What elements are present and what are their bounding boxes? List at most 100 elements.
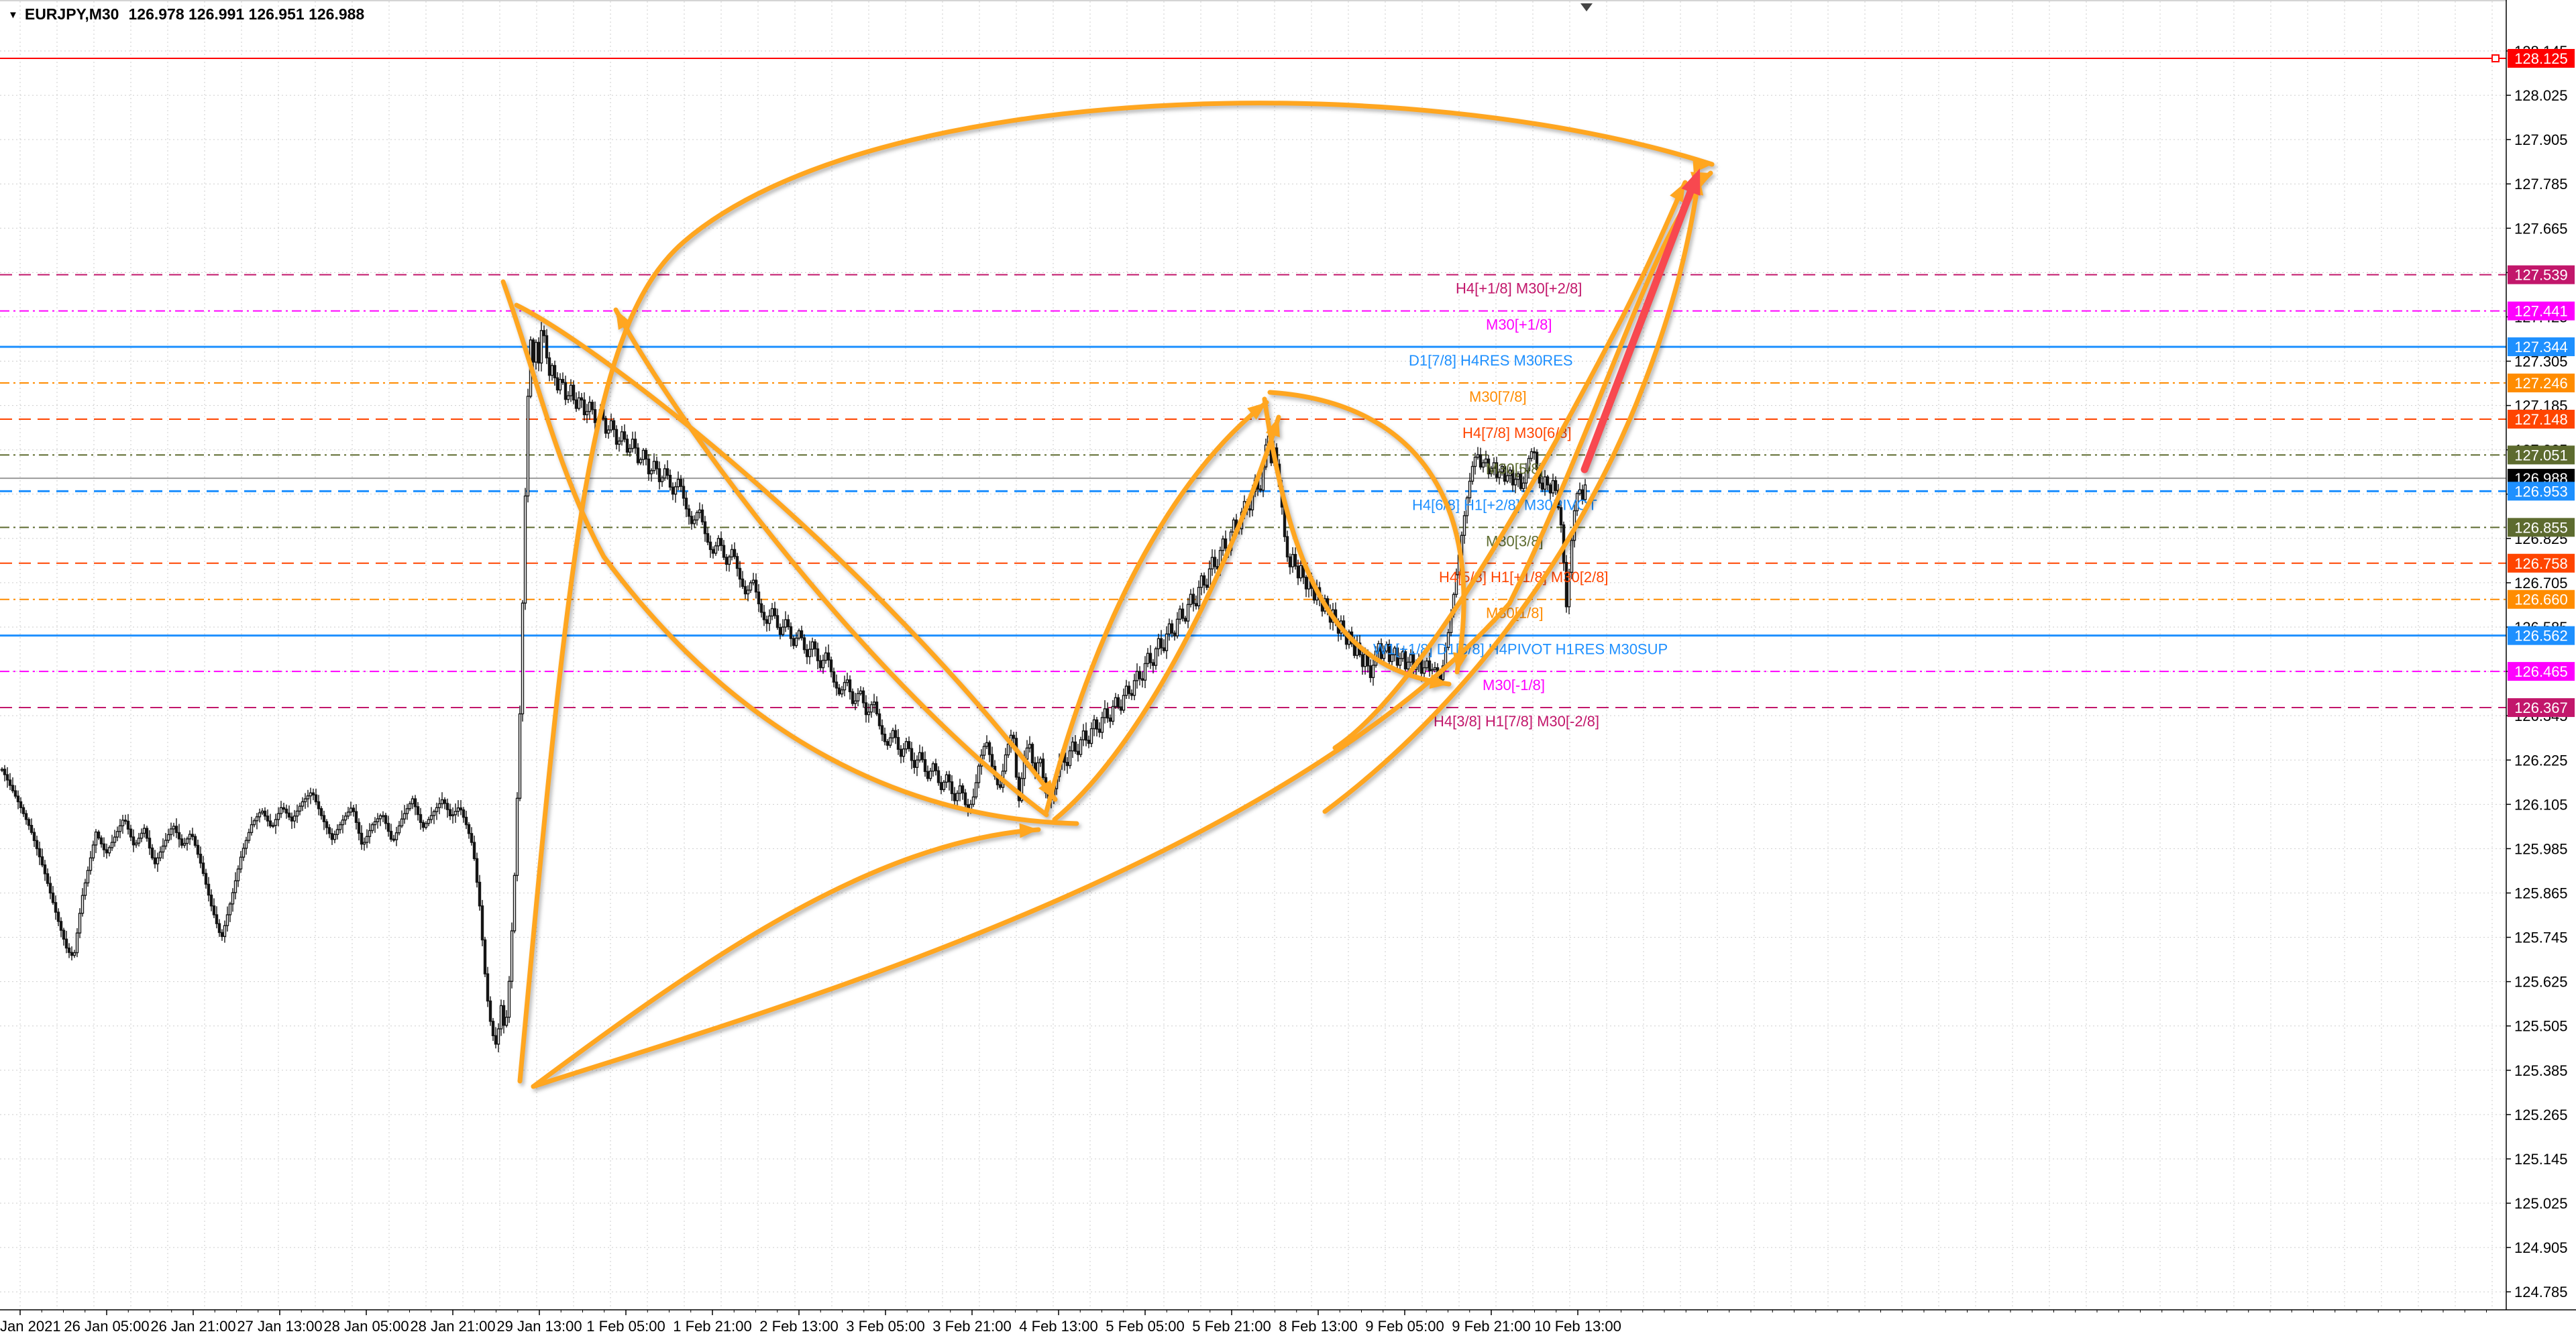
leaf2-upper-arc[interactable] bbox=[514, 302, 1058, 802]
candle-body bbox=[1181, 608, 1185, 619]
candle-body bbox=[813, 641, 817, 650]
candle-body bbox=[550, 365, 554, 376]
candle-body bbox=[1095, 719, 1099, 730]
level-label: D1[7/8] H4RES M30RES bbox=[1409, 352, 1573, 369]
candle-body bbox=[247, 832, 251, 841]
candle-body bbox=[894, 730, 898, 738]
leaf5-lower-arc[interactable] bbox=[1322, 173, 1702, 814]
candle-body bbox=[639, 459, 643, 463]
price-badge-bg bbox=[2508, 49, 2575, 68]
price-badge-label: 126.953 bbox=[2514, 483, 2568, 500]
candle-body bbox=[569, 384, 573, 396]
leaf4-upper-arc[interactable] bbox=[1267, 390, 1466, 675]
candle-body bbox=[942, 781, 946, 791]
candle-body bbox=[840, 689, 844, 695]
candle-body bbox=[54, 902, 58, 913]
candle-body bbox=[467, 824, 471, 834]
candle-body bbox=[140, 832, 144, 839]
price-tick-label: 125.985 bbox=[2514, 840, 2568, 857]
price-badge-label: 126.367 bbox=[2514, 700, 2568, 716]
candle-body bbox=[716, 538, 720, 547]
level-handle[interactable] bbox=[2491, 54, 2500, 62]
arrow-head-icon bbox=[1453, 652, 1468, 672]
candle-body bbox=[1087, 739, 1091, 744]
leaf2-return-arc[interactable] bbox=[613, 307, 1049, 818]
candle-body bbox=[177, 832, 181, 840]
price-tick-label: 125.745 bbox=[2514, 930, 2568, 946]
candle-body bbox=[405, 808, 409, 814]
candle-body bbox=[209, 894, 213, 907]
candle-body bbox=[1224, 538, 1228, 549]
candle-body bbox=[521, 602, 525, 715]
candle-body bbox=[985, 742, 989, 747]
leaf2-lower-arc[interactable] bbox=[500, 279, 1079, 826]
candle-body bbox=[1030, 744, 1034, 764]
candle-body bbox=[107, 847, 111, 854]
candle-body bbox=[859, 690, 863, 694]
candle-body bbox=[1497, 471, 1501, 478]
candle-body bbox=[1446, 632, 1450, 649]
candle-body bbox=[644, 449, 648, 460]
overlay-drawings[interactable] bbox=[500, 101, 1715, 1089]
candle-body bbox=[907, 741, 911, 749]
candle-body bbox=[134, 842, 138, 846]
candle-body bbox=[32, 832, 36, 841]
candle-body bbox=[416, 806, 420, 816]
candle-body bbox=[496, 1028, 500, 1045]
candle-body bbox=[1470, 465, 1474, 482]
candle-body bbox=[1205, 584, 1209, 588]
candle-body bbox=[1516, 473, 1520, 480]
candle-body bbox=[561, 378, 565, 384]
candle-body bbox=[1527, 457, 1531, 471]
price-tick-label: 125.145 bbox=[2514, 1151, 2568, 1168]
candle-body bbox=[231, 892, 235, 905]
candle-body bbox=[1371, 665, 1375, 678]
candle-body bbox=[150, 847, 154, 858]
leaf5-upper-arc[interactable] bbox=[1332, 180, 1688, 750]
price-axis[interactable]: 128.145128.025127.905127.785127.665127.5… bbox=[2506, 0, 2576, 1339]
flat-arrow-arc-arc[interactable] bbox=[531, 827, 1041, 1089]
candle-body bbox=[335, 829, 339, 836]
candle-body bbox=[861, 690, 865, 704]
candle-body bbox=[338, 824, 342, 830]
candle-body bbox=[869, 704, 873, 713]
candle-body bbox=[1505, 475, 1509, 482]
candle-body bbox=[282, 807, 286, 810]
candle-body bbox=[164, 840, 168, 847]
candle-body bbox=[770, 608, 774, 617]
candle-body bbox=[464, 816, 468, 826]
candle-body bbox=[67, 947, 71, 953]
leaf1-lower-arc[interactable] bbox=[531, 170, 1713, 1089]
candle-body bbox=[16, 795, 20, 803]
candle-body bbox=[856, 693, 860, 702]
leaf3-upper-arc[interactable] bbox=[1044, 400, 1269, 814]
candle-body bbox=[182, 842, 186, 846]
price-badge: 126.855 bbox=[2508, 518, 2575, 537]
candle-body bbox=[1248, 508, 1252, 511]
symbol-marker-icon[interactable]: ▼ bbox=[8, 9, 18, 21]
arrow-head-icon bbox=[1693, 158, 1712, 173]
chart-shift-marker-icon[interactable] bbox=[1580, 3, 1593, 11]
candle-body bbox=[751, 579, 755, 583]
candle-body bbox=[821, 659, 825, 669]
time-tick-label: 10 Feb 13:00 bbox=[1534, 1318, 1621, 1335]
candle-body bbox=[682, 486, 686, 499]
candle-body bbox=[1535, 451, 1539, 470]
price-badge-bg bbox=[2508, 374, 2575, 393]
candle-body bbox=[1296, 565, 1300, 579]
candle-body bbox=[620, 431, 624, 442]
leaf1-upper-arc[interactable] bbox=[517, 101, 1715, 1084]
price-tick-label: 126.225 bbox=[2514, 752, 2568, 769]
price-badge-bg bbox=[2508, 337, 2575, 357]
candle-body bbox=[606, 429, 610, 434]
level-label: W1[+1/8] D1[6/8] H4PIVOT H1RES M30SUP bbox=[1373, 641, 1668, 658]
price-tick-label: 127.905 bbox=[2514, 131, 2568, 148]
candle-body bbox=[722, 545, 726, 558]
candle-body bbox=[1521, 482, 1525, 490]
arrow-head-icon bbox=[1670, 182, 1685, 203]
red-projection-arrow[interactable] bbox=[1580, 174, 1700, 473]
leaf3-lower-arc[interactable] bbox=[1052, 414, 1281, 822]
price-badge: 126.367 bbox=[2508, 698, 2575, 718]
